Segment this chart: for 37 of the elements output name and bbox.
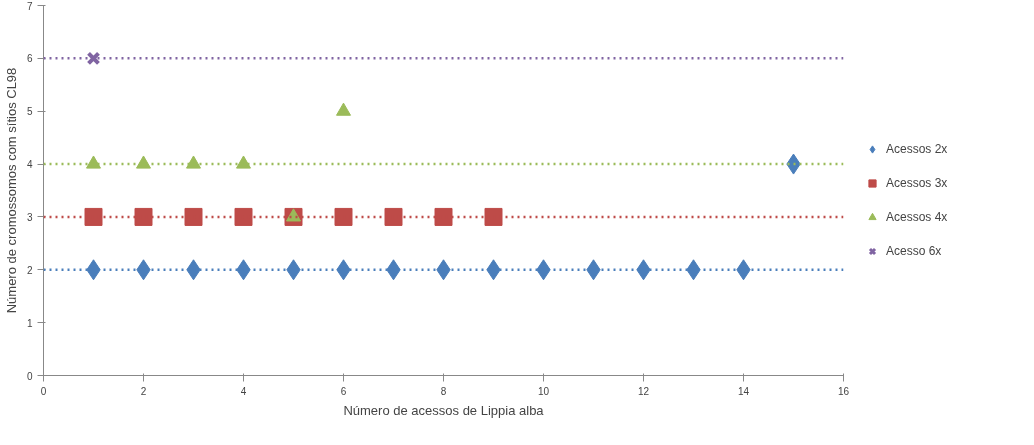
y-axis-title: Número de cromossomos com sítios CL98 [3,67,19,314]
legend-label: Acessos 2x [886,142,948,156]
point [136,155,151,169]
y-tick-label: 0 [26,370,33,382]
y-tick-label: 7 [26,0,33,12]
point [186,155,201,169]
point [86,155,101,169]
point [286,208,301,222]
x-tick-label: 8 [440,385,447,397]
legend-label: Acessos 3x [886,176,948,190]
x-tick-label: 2 [140,385,147,397]
x-tick-label: 6 [340,385,347,397]
legend-label: Acessos 4x [886,210,948,224]
point [84,207,103,226]
point [484,207,503,226]
y-tick-label: 1 [26,317,33,329]
y-tick-label: 5 [26,106,33,118]
y-tick-label: 4 [26,159,33,171]
y-tick-label: 3 [26,211,33,223]
y-tick-label: 6 [26,53,33,65]
point [336,102,351,116]
x-tick-label: 16 [837,385,850,397]
x-tick-label: 4 [240,385,247,397]
legend-label: Acesso 6x [886,244,942,258]
point [236,155,251,169]
point [134,207,153,226]
x-tick-label: 12 [637,385,650,397]
point [334,207,353,226]
y-tick-label: 2 [26,264,33,276]
x-tick-label: 0 [40,385,47,397]
x-tick-label: 10 [537,385,550,397]
x-tick-label: 14 [737,385,750,397]
point [184,207,203,226]
point [234,207,253,226]
point [384,207,403,226]
x-axis-title: Número de acessos de Lippia alba [343,402,545,418]
point [434,207,453,226]
